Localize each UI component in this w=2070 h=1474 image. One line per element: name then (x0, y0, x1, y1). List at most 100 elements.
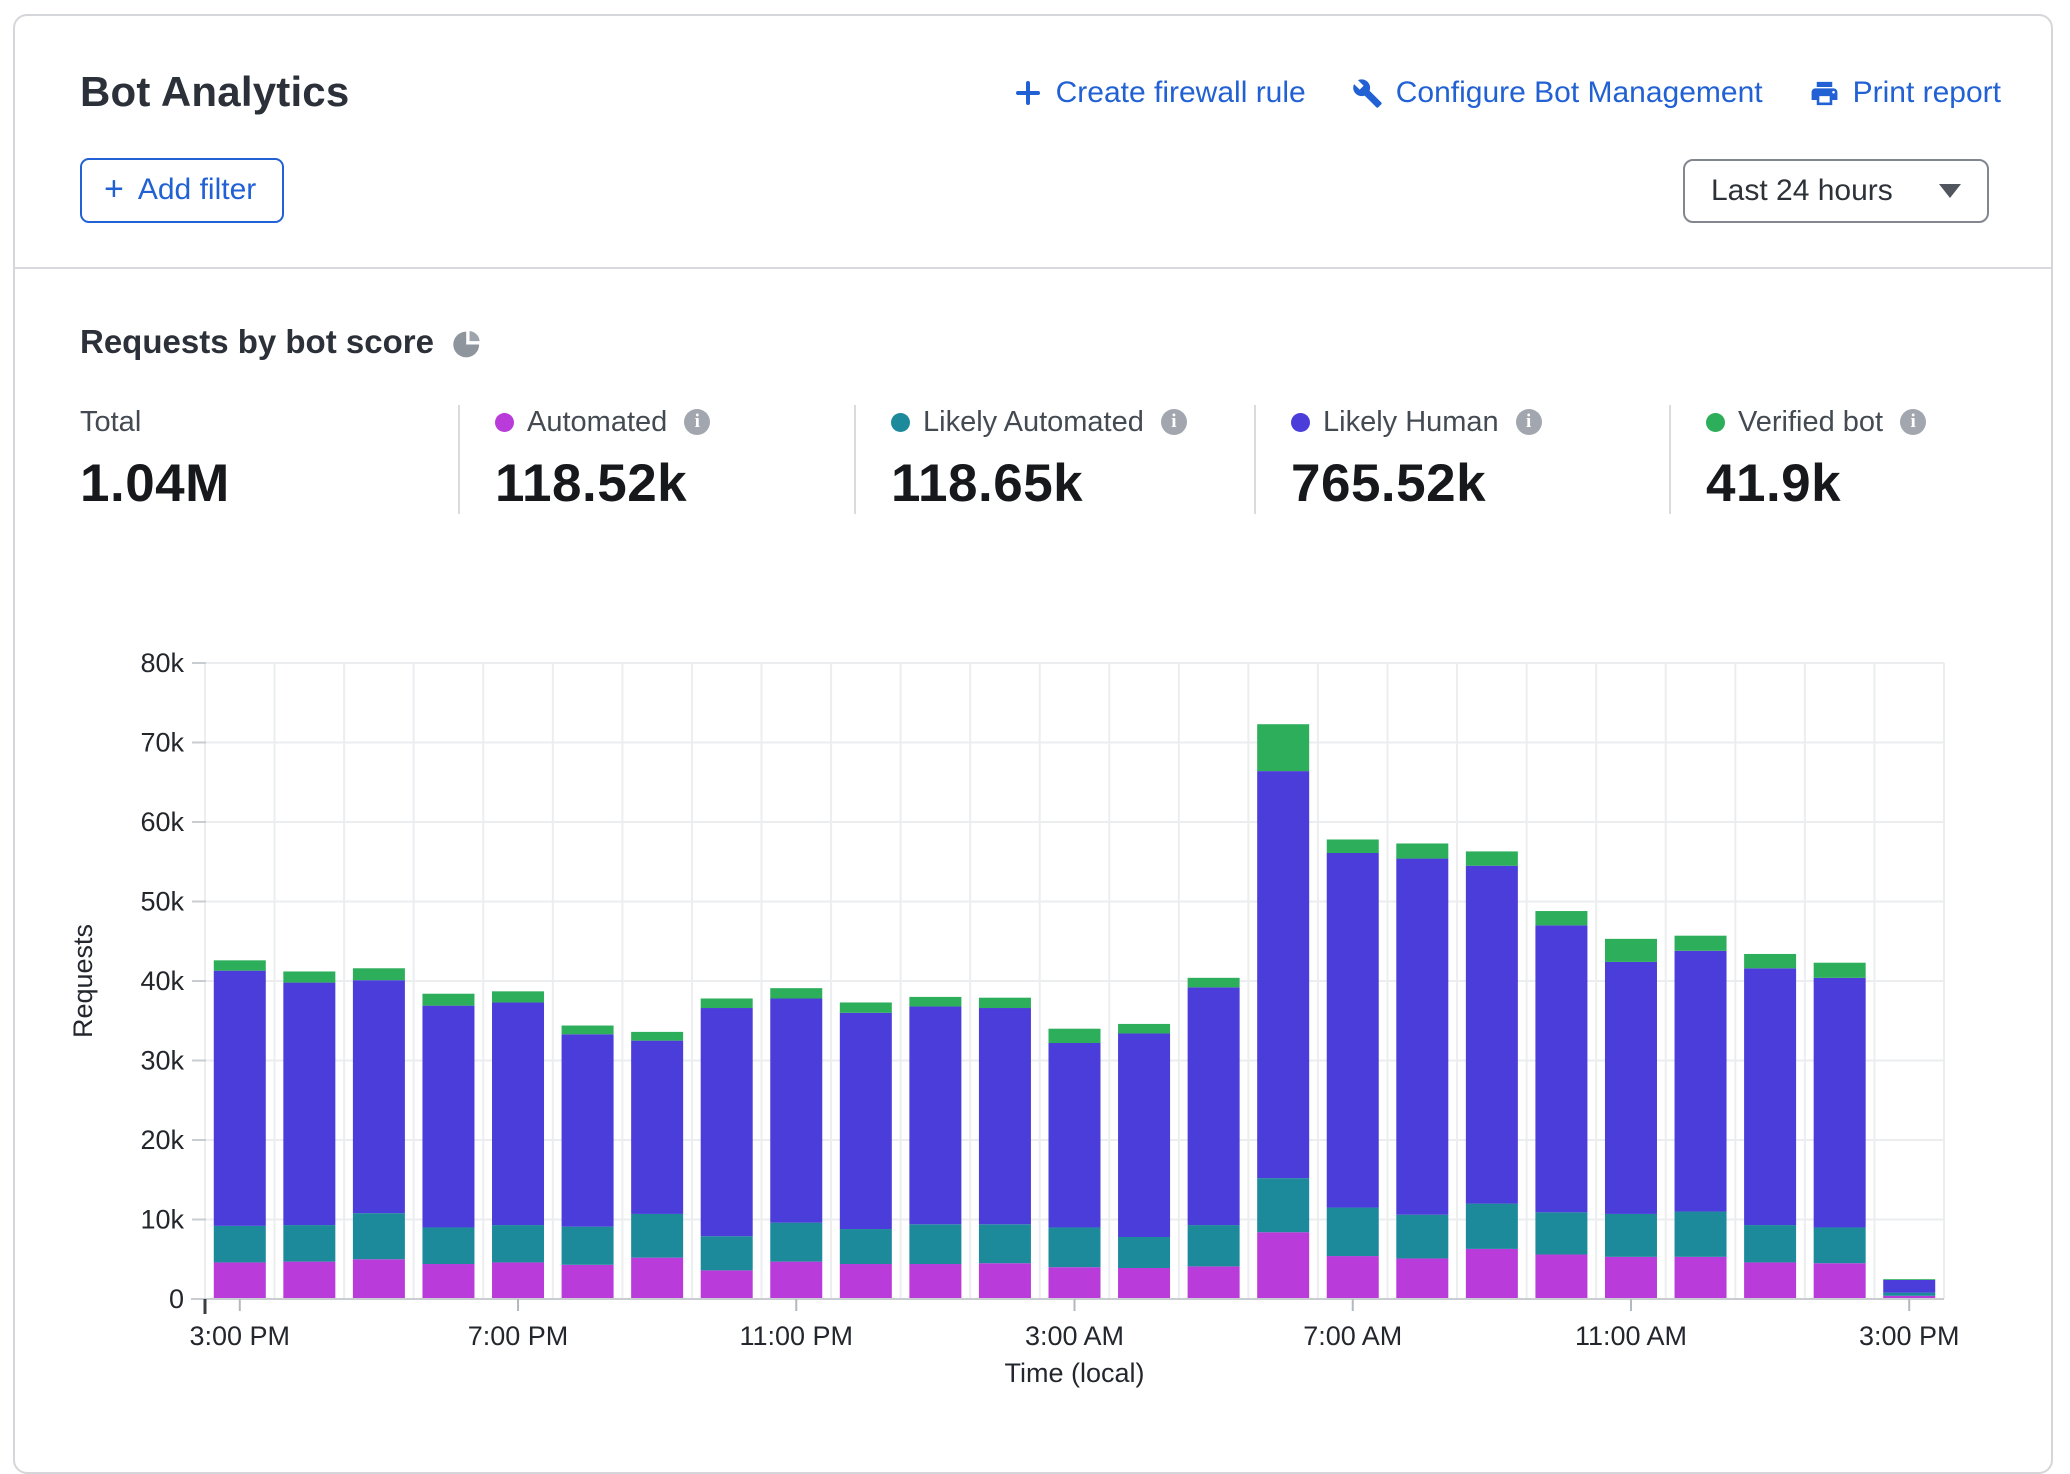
bar-segment-likely-human[interactable] (631, 1041, 683, 1214)
bar-segment-likely-automated[interactable] (492, 1225, 544, 1262)
bar-segment-likely-automated[interactable] (1049, 1227, 1101, 1267)
bar-segment-likely-human[interactable] (1535, 925, 1587, 1212)
bar-segment-verified-bot[interactable] (1535, 911, 1587, 925)
bar-segment-likely-automated[interactable] (1257, 1178, 1309, 1232)
bar-segment-likely-automated[interactable] (979, 1224, 1031, 1263)
bar-segment-verified-bot[interactable] (1605, 939, 1657, 962)
bar-segment-verified-bot[interactable] (1744, 954, 1796, 968)
bar-segment-automated[interactable] (562, 1265, 614, 1299)
bar-segment-likely-human[interactable] (353, 980, 405, 1213)
bar-segment-verified-bot[interactable] (840, 1002, 892, 1012)
bar-segment-automated[interactable] (631, 1258, 683, 1299)
bar-segment-likely-automated[interactable] (1675, 1212, 1727, 1257)
bar-segment-likely-automated[interactable] (1605, 1214, 1657, 1257)
bar-segment-verified-bot[interactable] (422, 994, 474, 1006)
bar-segment-automated[interactable] (1814, 1263, 1866, 1299)
bar-segment-likely-human[interactable] (1814, 978, 1866, 1228)
bar-segment-automated[interactable] (1396, 1258, 1448, 1299)
bar-segment-verified-bot[interactable] (979, 998, 1031, 1008)
bar-segment-likely-human[interactable] (1675, 951, 1727, 1212)
bar-segment-likely-automated[interactable] (909, 1224, 961, 1264)
bar-segment-automated[interactable] (1257, 1232, 1309, 1299)
bar-segment-likely-human[interactable] (562, 1034, 614, 1226)
bar-segment-likely-human[interactable] (1327, 853, 1379, 1208)
bar-segment-verified-bot[interactable] (1883, 1279, 1935, 1280)
bar-segment-verified-bot[interactable] (1396, 843, 1448, 858)
bar-segment-likely-automated[interactable] (840, 1229, 892, 1264)
bar-segment-likely-human[interactable] (214, 971, 266, 1226)
bar-segment-likely-automated[interactable] (770, 1223, 822, 1262)
bar-segment-likely-automated[interactable] (1327, 1208, 1379, 1256)
bar-segment-likely-human[interactable] (1049, 1043, 1101, 1227)
bar-segment-likely-automated[interactable] (422, 1227, 474, 1264)
bar-segment-likely-human[interactable] (701, 1008, 753, 1236)
bar-segment-verified-bot[interactable] (909, 997, 961, 1007)
bar-segment-automated[interactable] (979, 1263, 1031, 1299)
bar-segment-automated[interactable] (1744, 1262, 1796, 1299)
bar-segment-likely-automated[interactable] (1188, 1225, 1240, 1266)
bar-segment-likely-automated[interactable] (283, 1225, 335, 1262)
bar-segment-verified-bot[interactable] (1466, 851, 1518, 865)
bar-segment-likely-human[interactable] (909, 1006, 961, 1224)
bar-segment-likely-human[interactable] (1466, 866, 1518, 1204)
bar-segment-likely-human[interactable] (979, 1008, 1031, 1224)
bar-segment-likely-human[interactable] (1744, 968, 1796, 1225)
bar-segment-likely-automated[interactable] (1466, 1204, 1518, 1249)
bar-segment-verified-bot[interactable] (1049, 1029, 1101, 1043)
bar-segment-likely-human[interactable] (1257, 771, 1309, 1178)
bar-segment-likely-human[interactable] (840, 1013, 892, 1229)
bar-segment-verified-bot[interactable] (1257, 724, 1309, 771)
y-tick-label: 60k (140, 807, 184, 837)
bar-segment-verified-bot[interactable] (1188, 978, 1240, 988)
bar-segment-automated[interactable] (353, 1259, 405, 1299)
bar-segment-likely-human[interactable] (283, 983, 335, 1225)
bar-segment-automated[interactable] (909, 1264, 961, 1299)
bar-segment-automated[interactable] (1535, 1254, 1587, 1299)
bar-segment-verified-bot[interactable] (353, 968, 405, 980)
bar-segment-verified-bot[interactable] (283, 971, 335, 982)
bar-segment-verified-bot[interactable] (631, 1032, 683, 1041)
bar-segment-likely-automated[interactable] (1396, 1215, 1448, 1259)
bar-segment-automated[interactable] (840, 1264, 892, 1299)
bar-segment-verified-bot[interactable] (562, 1026, 614, 1035)
bar-segment-likely-automated[interactable] (1883, 1293, 1935, 1296)
bar-segment-automated[interactable] (701, 1270, 753, 1299)
bar-segment-automated[interactable] (214, 1262, 266, 1299)
bar-segment-verified-bot[interactable] (1814, 963, 1866, 978)
bar-segment-likely-automated[interactable] (214, 1226, 266, 1263)
bar-segment-likely-automated[interactable] (353, 1213, 405, 1259)
bar-segment-likely-human[interactable] (492, 1002, 544, 1225)
bar-segment-likely-automated[interactable] (631, 1214, 683, 1258)
bar-segment-likely-human[interactable] (1188, 987, 1240, 1225)
bar-segment-likely-human[interactable] (1118, 1033, 1170, 1237)
bar-segment-automated[interactable] (422, 1264, 474, 1299)
bar-segment-automated[interactable] (1049, 1267, 1101, 1299)
bar-segment-automated[interactable] (1118, 1268, 1170, 1299)
bar-segment-automated[interactable] (492, 1262, 544, 1299)
bar-segment-automated[interactable] (283, 1262, 335, 1299)
bar-segment-verified-bot[interactable] (1675, 936, 1727, 951)
bar-segment-automated[interactable] (1466, 1249, 1518, 1299)
bar-segment-likely-human[interactable] (1396, 859, 1448, 1215)
bar-segment-automated[interactable] (1675, 1257, 1727, 1299)
bar-segment-likely-human[interactable] (422, 1006, 474, 1228)
bar-segment-automated[interactable] (770, 1262, 822, 1299)
bar-segment-likely-automated[interactable] (701, 1236, 753, 1270)
bar-segment-verified-bot[interactable] (701, 998, 753, 1008)
bar-segment-automated[interactable] (1327, 1256, 1379, 1299)
bar-segment-verified-bot[interactable] (1118, 1024, 1170, 1034)
bar-segment-likely-automated[interactable] (1535, 1212, 1587, 1254)
bar-segment-likely-automated[interactable] (1744, 1225, 1796, 1262)
bar-segment-automated[interactable] (1188, 1266, 1240, 1299)
bar-segment-likely-human[interactable] (1883, 1280, 1935, 1293)
bar-segment-likely-automated[interactable] (562, 1227, 614, 1265)
bar-segment-likely-human[interactable] (770, 998, 822, 1222)
bar-segment-verified-bot[interactable] (214, 960, 266, 970)
bar-segment-verified-bot[interactable] (1327, 839, 1379, 853)
bar-segment-likely-automated[interactable] (1118, 1237, 1170, 1268)
bar-segment-likely-human[interactable] (1605, 962, 1657, 1214)
bar-segment-verified-bot[interactable] (770, 988, 822, 998)
bar-segment-verified-bot[interactable] (492, 991, 544, 1002)
bar-segment-likely-automated[interactable] (1814, 1227, 1866, 1263)
bar-segment-automated[interactable] (1605, 1257, 1657, 1299)
